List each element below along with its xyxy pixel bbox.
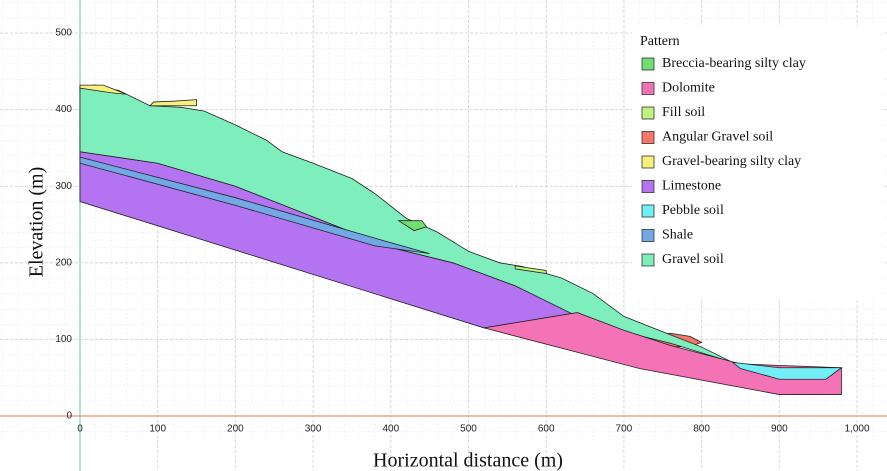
legend-label: Breccia-bearing silty clay (662, 56, 806, 71)
x-tick-label: 700 (616, 424, 633, 435)
soil-layer (397, 220, 428, 232)
x-tick-label: 200 (227, 424, 244, 435)
legend-label: Angular Gravel soil (662, 130, 773, 145)
y-tick-label: 400 (55, 104, 72, 115)
legend-box (632, 26, 882, 300)
legend-title: Pattern (640, 34, 680, 49)
ticks: 0 100 200 300 400 500 600 700 800 900 1,000 0 100 200… (55, 28, 870, 435)
soil-layer (483, 312, 842, 395)
legend-label: Gravel-bearing silty clay (662, 154, 801, 169)
layers (79, 84, 843, 395)
legend-label: Fill soil (662, 105, 705, 120)
x-tick-label: 1,000 (844, 424, 869, 435)
soil-layer (79, 84, 197, 107)
legend-label: Limestone (662, 179, 721, 194)
x-tick-label: 0 (77, 424, 83, 435)
x-tick-label: 600 (538, 424, 555, 435)
legend-label: Shale (662, 228, 693, 243)
soil-layer (731, 361, 843, 380)
x-tick-label: 900 (771, 424, 788, 435)
legend-swatch (641, 57, 655, 71)
legend-swatch (641, 253, 655, 267)
x-tick-label: 100 (149, 424, 166, 435)
legend-swatch (641, 180, 655, 193)
y-tick-label: 0 (66, 411, 72, 422)
legend-swatch (641, 82, 655, 95)
x-tick-label: 500 (460, 424, 477, 435)
legend-label: Gravel soil (662, 252, 724, 267)
x-tick-label: 400 (382, 424, 399, 435)
y-tick-label: 300 (55, 181, 72, 192)
legend-swatch (641, 204, 655, 218)
y-tick-label: 200 (55, 257, 72, 268)
legend-label: Dolomite (662, 81, 715, 96)
legend-label: Pebble soil (662, 203, 724, 218)
y-tick-label: 100 (55, 334, 72, 345)
soil-layer (514, 265, 547, 274)
legend-swatch (641, 106, 655, 120)
legend-swatch (641, 155, 655, 169)
legend-swatch (641, 229, 655, 242)
y-axis-title: Elevation (m) (26, 167, 48, 278)
legend: Breccia-bearing silty clay Dolomite Fill s… (641, 56, 806, 267)
y-tick-label: 500 (55, 28, 72, 39)
x-tick-label: 800 (693, 424, 710, 435)
soil-layer (79, 156, 430, 255)
x-tick-label: 300 (305, 424, 322, 435)
legend-swatch (641, 131, 655, 144)
x-axis-title: Horizontal distance (m) (373, 450, 563, 471)
